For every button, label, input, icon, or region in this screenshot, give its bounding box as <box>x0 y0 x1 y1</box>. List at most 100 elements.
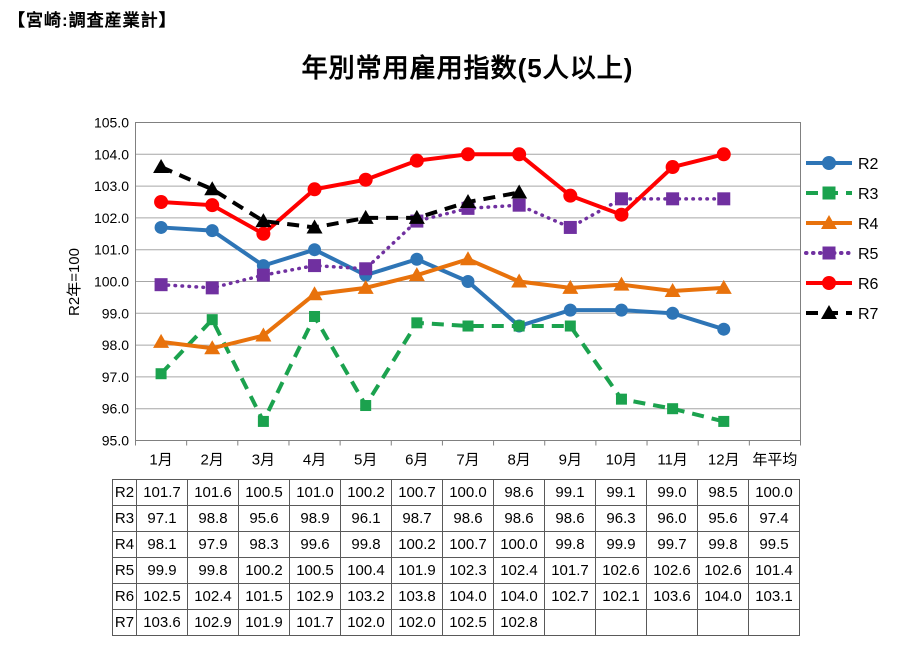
marker-square <box>564 320 576 332</box>
cell-R7-7月: 102.5 <box>442 609 494 636</box>
table-row-R7: R7 103.6 102.9 101.9 101.7 102.0 102.0 102.5 102… <box>112 609 800 636</box>
marker-square <box>666 192 680 206</box>
cell-R5-11月: 102.6 <box>646 557 698 584</box>
marker-circle <box>614 303 628 317</box>
cell-R2-9月: 99.1 <box>544 479 596 506</box>
marker-triangle <box>255 213 272 228</box>
x-tick-label: 2月 <box>201 452 224 469</box>
marker-triangle <box>511 184 528 199</box>
marker-circle <box>563 303 577 317</box>
cell-R3-10月: 96.3 <box>595 505 647 532</box>
cell-R7-2月: 102.9 <box>187 609 239 636</box>
x-tick-label: 11月 <box>657 452 688 469</box>
x-tick-label: 9月 <box>559 452 582 469</box>
marker-square <box>667 403 679 415</box>
series-R6 <box>154 147 731 241</box>
cell-R7-4月: 101.7 <box>289 609 341 636</box>
marker-square <box>717 192 731 206</box>
series-R3 <box>155 310 730 427</box>
x-tick-label: 1月 <box>149 452 172 469</box>
x-tick-label: 4月 <box>303 452 326 469</box>
marker-square <box>512 198 526 212</box>
cell-R4-4月: 99.6 <box>289 531 341 558</box>
cell-R4-7月: 100.7 <box>442 531 494 558</box>
marker-triangle <box>357 209 374 224</box>
cell-R6-3月: 101.5 <box>238 583 290 610</box>
cell-R3-12月: 95.6 <box>697 505 749 532</box>
series-line-R3 <box>159 312 725 426</box>
employment-index-line-chart: 95.0 96.0 97.0 98.0 99.0 100.0 101.0 102.0 103.0… <box>66 115 879 469</box>
series-line-R5 <box>159 197 726 290</box>
cell-R3-average: 97.4 <box>748 505 800 532</box>
marker-square <box>309 310 321 322</box>
marker-circle <box>256 226 271 241</box>
marker-circle <box>614 207 629 222</box>
series-line-R6 <box>160 152 725 237</box>
table-row-R2: R2 101.7 101.6 100.5 101.0 100.2 100.7 100.0 98.… <box>112 479 800 506</box>
row-header-R2: R2 <box>112 479 137 506</box>
marker-square <box>154 278 168 292</box>
y-tick-label: 100.0 <box>94 274 129 290</box>
series-R7 <box>153 159 528 234</box>
cell-R7-1月: 103.6 <box>136 609 188 636</box>
cell-R6-8月: 104.0 <box>493 583 545 610</box>
legend-item-R2: R2 <box>806 156 879 173</box>
legend-label-R6: R6 <box>858 276 879 293</box>
marker-square <box>822 186 836 200</box>
cell-R2-average: 100.0 <box>748 479 800 506</box>
cell-R4-2月: 97.9 <box>187 531 239 558</box>
y-tick-label: 102.0 <box>94 210 129 226</box>
marker-triangle <box>821 215 837 229</box>
marker-circle <box>205 224 219 238</box>
x-tick-label: 3月 <box>252 452 275 469</box>
marker-circle <box>512 147 527 162</box>
plot-border <box>135 122 801 441</box>
cell-R4-3月: 98.3 <box>238 531 290 558</box>
x-tick-label: 5月 <box>354 452 377 469</box>
marker-circle <box>410 252 424 266</box>
marker-circle <box>307 182 322 197</box>
marker-circle <box>822 276 836 290</box>
marker-circle <box>822 156 836 170</box>
marker-circle <box>461 147 475 162</box>
cell-R3-2月: 98.8 <box>187 505 239 532</box>
cell-R6-4月: 102.9 <box>289 583 341 610</box>
x-tick-label: 10月 <box>606 452 638 469</box>
cell-R7-3月: 101.9 <box>238 609 290 636</box>
marker-square <box>360 400 372 412</box>
x-tick-label: 7月 <box>456 452 479 469</box>
chart-title: 年別常用雇用指数(5人以上) <box>301 53 634 83</box>
cell-R5-5月: 100.4 <box>340 557 392 584</box>
marker-square <box>359 262 373 276</box>
table-row-R4: R4 98.1 97.9 98.3 99.6 99.8 100.2 100.7 100.0 99.… <box>112 531 800 558</box>
marker-triangle <box>460 194 476 208</box>
marker-triangle <box>153 333 170 348</box>
marker-triangle <box>153 159 170 174</box>
cell-R5-10月: 102.6 <box>595 557 647 584</box>
cell-R6-7月: 104.0 <box>442 583 494 610</box>
cell-R3-7月: 98.6 <box>442 505 494 532</box>
marker-square <box>205 281 219 295</box>
cell-R3-11月: 96.0 <box>646 505 698 532</box>
series-line-R4 <box>160 257 724 351</box>
marker-triangle <box>357 279 374 294</box>
cell-R6-6月: 103.8 <box>391 583 443 610</box>
marker-triangle <box>408 209 425 224</box>
y-tick-label: 105.0 <box>94 115 129 131</box>
legend-item-R3: R3 <box>806 186 879 203</box>
table-row-R6: R6 102.5 102.4 101.5 102.9 103.2 103.8 104.0 104… <box>112 583 800 610</box>
cell-R7-12月 <box>697 609 749 636</box>
cell-R4-6月: 100.2 <box>391 531 443 558</box>
cell-R2-10月: 99.1 <box>595 479 647 506</box>
cell-R7-8月: 102.8 <box>493 609 545 636</box>
marker-triangle <box>715 279 732 294</box>
y-tick-label: 101.0 <box>94 242 129 258</box>
y-tick-label: 104.0 <box>94 146 129 162</box>
cell-R2-1月: 101.7 <box>136 479 188 506</box>
y-tick-label: 99.0 <box>102 305 129 321</box>
cell-R5-7月: 102.3 <box>442 557 494 584</box>
legend-item-R6: R6 <box>806 276 879 293</box>
marker-triangle <box>821 305 837 319</box>
cell-R7-average <box>748 609 800 636</box>
marker-square <box>411 317 423 329</box>
